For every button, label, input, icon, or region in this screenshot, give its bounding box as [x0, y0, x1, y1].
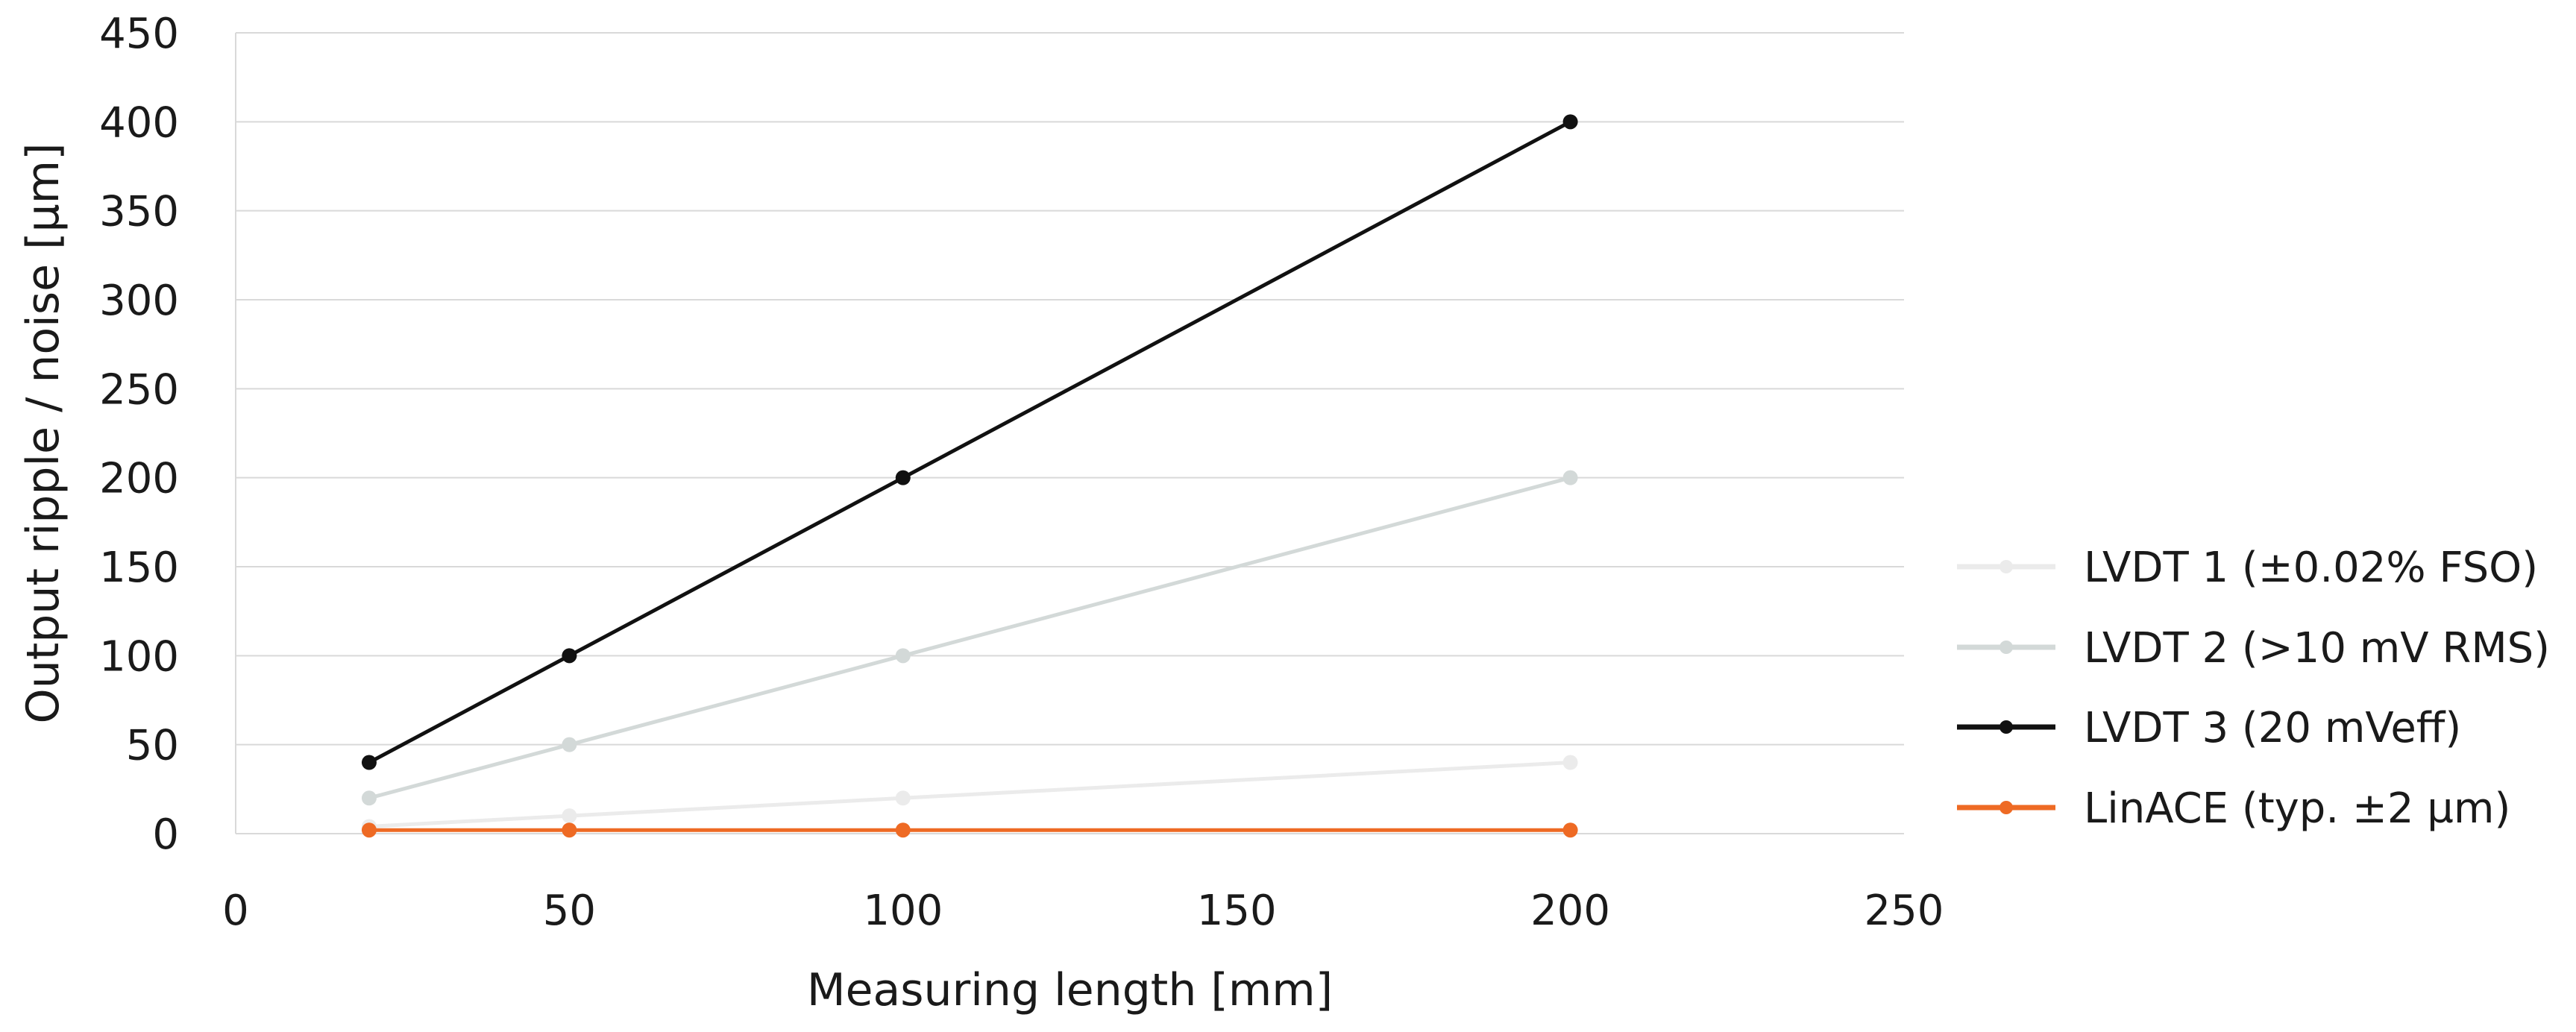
y-tick-label: 100: [99, 632, 179, 681]
x-tick-label: 50: [543, 887, 596, 935]
data-point: [361, 790, 377, 806]
x-axis-title: Measuring length [mm]: [807, 964, 1333, 1016]
series-line-3: [368, 120, 1571, 764]
axes: 0 50 100 150 200 250 300 350 400 450 0 50 100 150 200 2…: [99, 10, 1944, 935]
legend-label-2: LVDT 2 (>10 mV RMS): [2084, 624, 2550, 673]
data-point: [895, 790, 911, 806]
y-tick-label: 0: [152, 811, 179, 859]
data-point: [562, 808, 577, 824]
data-point: [895, 470, 911, 485]
legend-label-3: LVDT 3 (20 mVeff): [2084, 704, 2461, 752]
x-tick-label: 250: [1865, 887, 1944, 935]
y-tick-label: 400: [99, 98, 179, 147]
data-point: [895, 648, 911, 664]
data-point: [1562, 755, 1578, 770]
legend-marker: [1999, 560, 2013, 573]
legend-label-4: LinACE (typ. ±2 µm): [2084, 784, 2510, 833]
series-group: [361, 114, 1578, 838]
legend-marker: [1999, 641, 2013, 654]
y-tick-label: 300: [99, 277, 179, 325]
data-point: [1562, 822, 1578, 838]
data-point: [562, 822, 577, 838]
legend-label-1: LVDT 1 (±0.02% FSO): [2084, 544, 2538, 592]
series-line-2: [368, 476, 1571, 800]
y-tick-label: 150: [99, 544, 179, 592]
legend-marker: [1999, 801, 2013, 814]
data-point: [361, 755, 377, 770]
x-tick-label: 200: [1530, 887, 1610, 935]
series-line-1: [368, 761, 1571, 828]
y-tick-label: 450: [99, 10, 179, 58]
y-tick-label: 50: [126, 722, 179, 770]
legend-marker: [1999, 720, 2013, 734]
data-point: [1562, 114, 1578, 130]
y-tick-label: 200: [99, 455, 179, 503]
data-point: [562, 648, 577, 664]
data-point: [361, 822, 377, 838]
data-point: [562, 737, 577, 752]
data-point: [895, 822, 911, 838]
y-axis-title: Output ripple / noise [µm]: [17, 142, 69, 723]
y-tick-label: 250: [99, 365, 179, 414]
x-tick-label: 0: [222, 887, 249, 935]
x-tick-label: 100: [863, 887, 943, 935]
x-tick-label: 150: [1197, 887, 1277, 935]
data-point: [1562, 470, 1578, 485]
legend: LVDT 1 (±0.02% FSO) LVDT 2 (>10 mV RMS) LV…: [1957, 544, 2550, 833]
y-tick-label: 350: [99, 188, 179, 236]
